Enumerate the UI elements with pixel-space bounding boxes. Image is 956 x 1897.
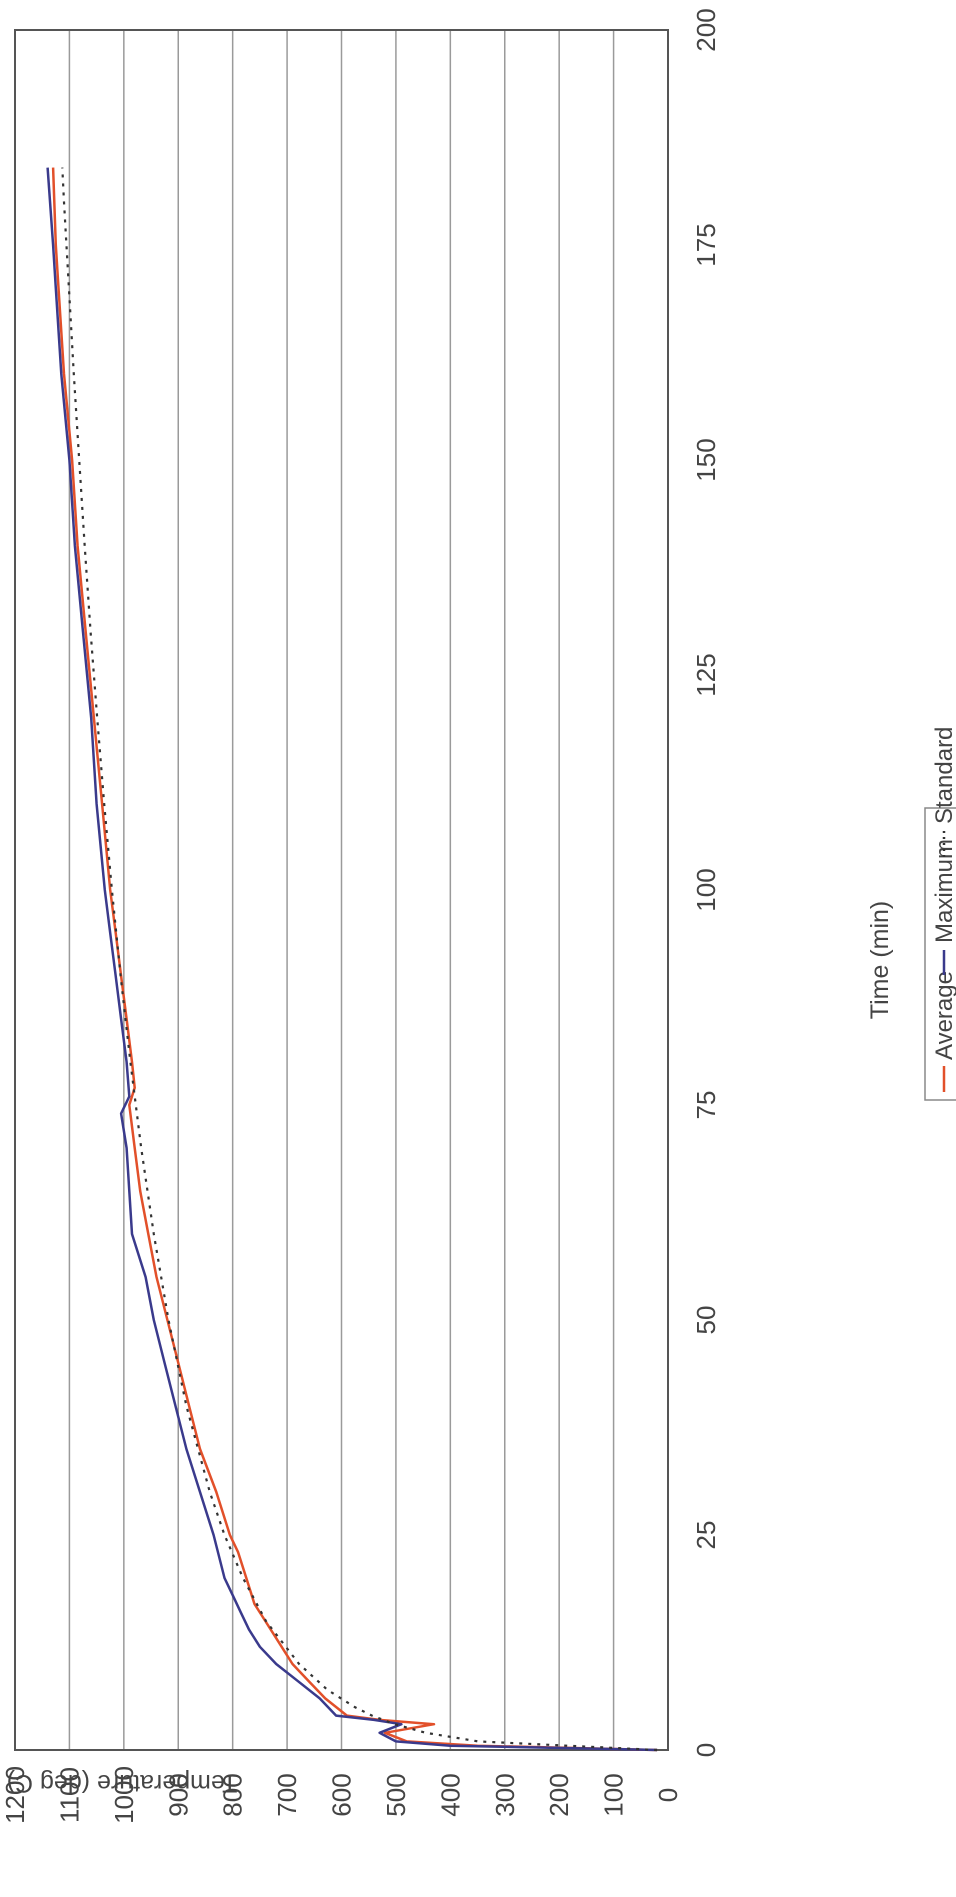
y-tick-label-1200: 1200 xyxy=(0,1766,30,1824)
x-tick-label-200: 200 xyxy=(691,8,721,51)
x-tick-label-50: 50 xyxy=(691,1306,721,1335)
y-tick-label-200: 200 xyxy=(544,1773,574,1816)
x-tick-label-100: 100 xyxy=(691,868,721,911)
x-tick-label-25: 25 xyxy=(691,1521,721,1550)
y-tick-label-0: 0 xyxy=(653,1788,683,1802)
x-axis-title: Time (min) xyxy=(866,901,894,1020)
series-line-average xyxy=(51,167,658,1752)
series-lines xyxy=(46,167,658,1752)
x-tick-label-0: 0 xyxy=(691,1743,721,1757)
series-line-standard xyxy=(61,167,658,1752)
x-axis-ticks: 0 25 50 75 100 125 150 175 200 xyxy=(691,8,721,1757)
series-line-maximum xyxy=(46,167,658,1752)
y-tick-label-500: 500 xyxy=(381,1773,411,1816)
y-tick-label-700: 700 xyxy=(272,1773,302,1816)
legend-label-average: Average xyxy=(931,971,956,1060)
y-axis-ticks: 0 100 200 300 400 500 600 700 800 900 1000 1100 1200 xyxy=(0,1766,683,1824)
y-axis-title: Temperature (deg C) xyxy=(7,1769,238,1797)
y-tick-label-400: 400 xyxy=(435,1773,465,1816)
grid-lines xyxy=(68,30,615,1750)
x-tick-label-75: 75 xyxy=(691,1091,721,1120)
y-tick-label-300: 300 xyxy=(490,1773,520,1816)
y-tick-label-100: 100 xyxy=(599,1773,629,1816)
x-tick-label-175: 175 xyxy=(691,223,721,266)
y-tick-label-1000: 1000 xyxy=(109,1766,139,1824)
legend-box xyxy=(924,807,956,1101)
legend: Average Maximum Standard xyxy=(924,727,956,1101)
plot-frame xyxy=(14,29,669,1751)
y-tick-label-1100: 1100 xyxy=(54,1767,84,1823)
y-tick-label-800: 800 xyxy=(218,1773,248,1816)
y-tick-label-900: 900 xyxy=(163,1773,193,1816)
y-tick-label-600: 600 xyxy=(327,1773,357,1816)
legend-label-standard: Standard xyxy=(931,727,956,824)
legend-label-maximum: Maximum xyxy=(931,839,956,943)
x-tick-label-125: 125 xyxy=(691,653,721,696)
x-tick-label-150: 150 xyxy=(691,438,721,481)
